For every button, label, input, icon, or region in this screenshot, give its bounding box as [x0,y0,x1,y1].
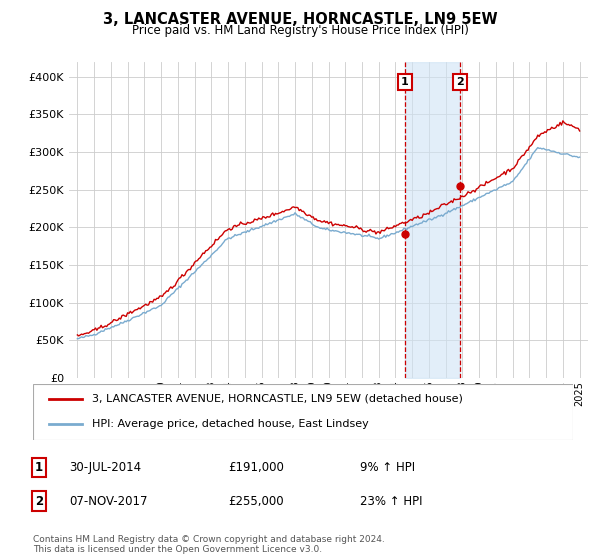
Text: 23% ↑ HPI: 23% ↑ HPI [360,494,422,508]
Text: 3, LANCASTER AVENUE, HORNCASTLE, LN9 5EW (detached house): 3, LANCASTER AVENUE, HORNCASTLE, LN9 5EW… [92,394,463,404]
Text: 3, LANCASTER AVENUE, HORNCASTLE, LN9 5EW: 3, LANCASTER AVENUE, HORNCASTLE, LN9 5EW [103,12,497,27]
Text: £191,000: £191,000 [228,461,284,474]
Text: 1: 1 [35,461,43,474]
Text: 30-JUL-2014: 30-JUL-2014 [69,461,141,474]
Text: Contains HM Land Registry data © Crown copyright and database right 2024.
This d: Contains HM Land Registry data © Crown c… [33,535,385,554]
Text: 1: 1 [401,77,409,87]
Text: £255,000: £255,000 [228,494,284,508]
Text: 2: 2 [35,494,43,508]
Text: 2: 2 [456,77,464,87]
Text: 07-NOV-2017: 07-NOV-2017 [69,494,148,508]
Text: 9% ↑ HPI: 9% ↑ HPI [360,461,415,474]
Text: HPI: Average price, detached house, East Lindsey: HPI: Average price, detached house, East… [92,419,369,430]
Text: Price paid vs. HM Land Registry's House Price Index (HPI): Price paid vs. HM Land Registry's House … [131,24,469,36]
